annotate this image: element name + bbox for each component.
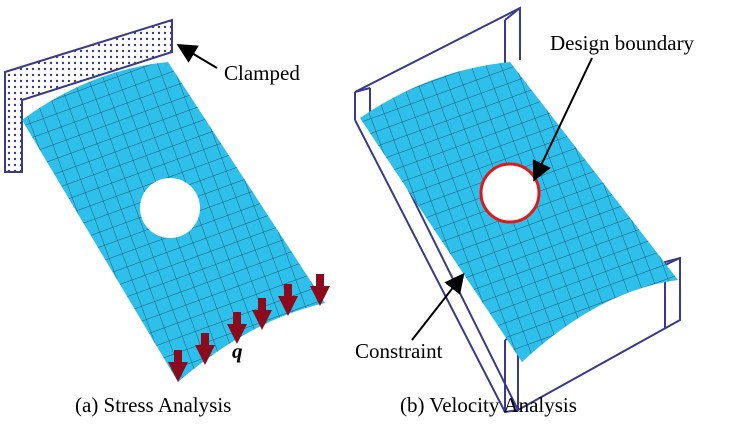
boundary-label: Design boundary bbox=[550, 31, 695, 55]
callout-arrow bbox=[180, 46, 217, 68]
caption-left: (a) Stress Analysis bbox=[75, 393, 231, 417]
design-boundary bbox=[481, 164, 539, 222]
constraint-label: Constraint bbox=[355, 339, 443, 363]
load-label: q bbox=[232, 339, 243, 363]
callout-arrow bbox=[412, 276, 462, 340]
clamp-label: Clamped bbox=[224, 61, 300, 85]
figure: Clamped q (a) Stress Analysis Design bou… bbox=[0, 0, 733, 429]
caption-right: (b) Velocity Analysis bbox=[400, 393, 577, 417]
hole-left bbox=[140, 178, 200, 238]
